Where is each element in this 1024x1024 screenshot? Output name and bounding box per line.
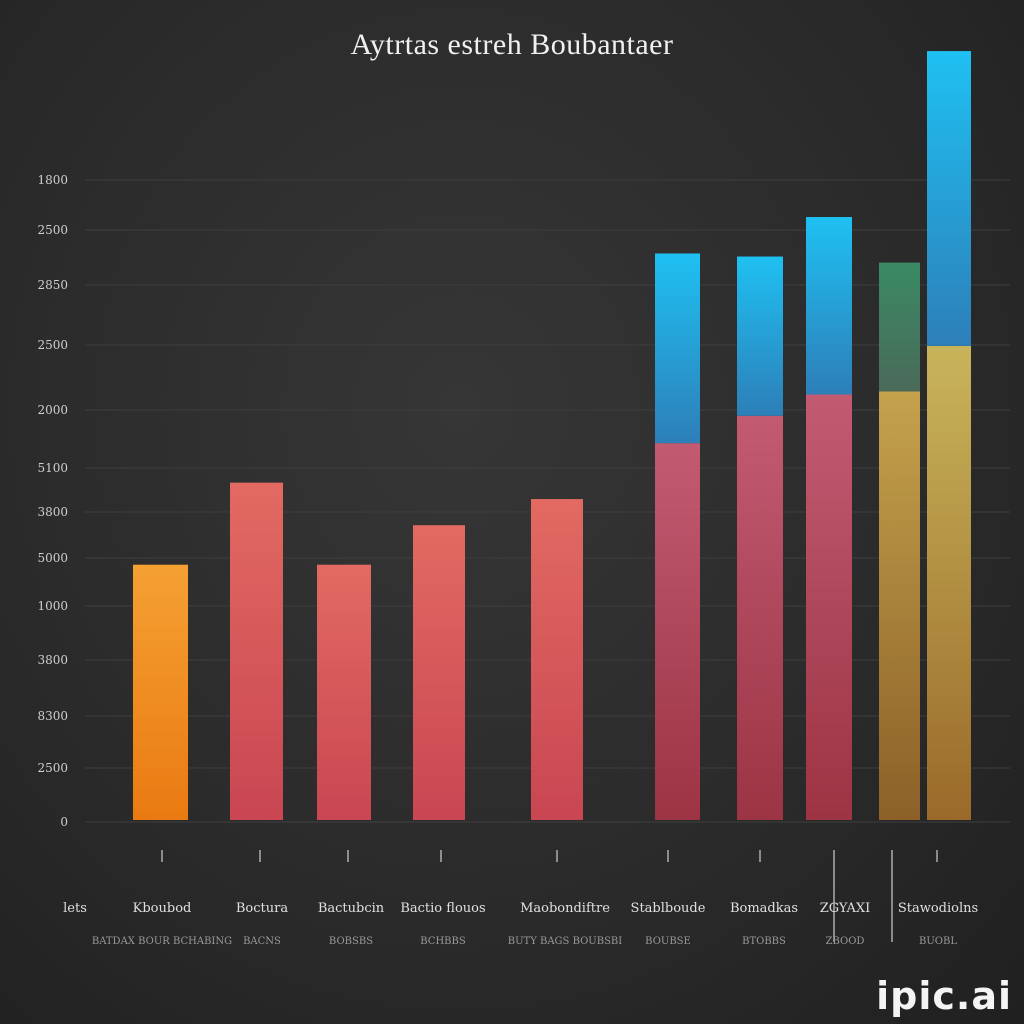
chart-title: Aytrtas estreh Boubantaer xyxy=(350,28,674,61)
y-tick-label: 2500 xyxy=(37,223,68,237)
y-tick-label: 2500 xyxy=(37,338,68,352)
x-category-sublabel: BATDAX BOUR BCHABING xyxy=(92,936,232,947)
bar-segment-upper xyxy=(655,253,700,444)
bar-segment-lower xyxy=(806,394,852,820)
y-tick-label: 3800 xyxy=(37,653,68,667)
x-category-label: Bactio flouos xyxy=(400,901,485,916)
y-tick-label: 2850 xyxy=(37,278,68,292)
bar-segment-lower xyxy=(317,564,371,820)
y-tick-label: 5100 xyxy=(37,461,68,475)
y-tick-label: 0 xyxy=(60,815,68,829)
x-category-label: Stablboude xyxy=(631,901,706,916)
x-category-labels: lets Kboubod BATDAX BOUR BCHABING Boctura BA… xyxy=(63,901,978,947)
y-tick-labels: 1800 2500 2850 2500 2000 5100 3800 5000 1000 3800… xyxy=(37,173,68,829)
bar-segment-lower xyxy=(133,564,188,820)
x-category-sublabel: BACNS xyxy=(243,936,281,947)
watermark: ipic.ai xyxy=(876,974,1012,1018)
y-tick-label: 1000 xyxy=(37,599,68,613)
bar-segment-lower xyxy=(655,443,700,820)
bar-segment-lower xyxy=(879,391,920,820)
bar-segment-lower xyxy=(413,525,465,820)
x-category-sublabel: BCHBBS xyxy=(420,936,466,947)
bar-segment-upper xyxy=(879,262,920,392)
x-category-label: lets xyxy=(63,901,87,916)
bar-segment-lower xyxy=(230,482,283,820)
bar-segment-upper xyxy=(806,217,852,395)
bar-segment-lower xyxy=(737,415,783,820)
x-tick-marks xyxy=(161,850,938,942)
x-category-label: Maobondiftre xyxy=(520,901,610,916)
x-category-sublabel: BOBSBS xyxy=(329,936,373,947)
y-tick-label: 2500 xyxy=(37,761,68,775)
bar-segment-upper xyxy=(927,51,971,346)
x-category-label: Bomadkas xyxy=(730,901,798,916)
y-tick-label: 3800 xyxy=(37,505,68,519)
bar-segment-lower xyxy=(927,345,971,820)
x-category-label: Boctura xyxy=(236,901,288,916)
x-category-label: Kboubod xyxy=(133,901,192,916)
x-category-label: ZGYAXI xyxy=(820,901,871,916)
x-category-label: Bactubcin xyxy=(318,901,385,916)
x-category-sublabel: BOUBSE xyxy=(645,936,691,947)
x-category-sublabel: BUOBL xyxy=(919,936,957,947)
bars xyxy=(133,51,971,820)
y-tick-label: 1800 xyxy=(37,173,68,187)
y-tick-label: 8300 xyxy=(37,709,68,723)
x-category-label: Stawodiolns xyxy=(898,901,978,916)
bar-segment-lower xyxy=(531,499,583,820)
bar-segment-upper xyxy=(737,256,783,416)
y-tick-label: 5000 xyxy=(37,551,68,565)
y-tick-label: 2000 xyxy=(37,403,68,417)
x-category-sublabel: BUTY BAGS BOUBSBI xyxy=(508,936,623,947)
x-category-sublabel: BTOBBS xyxy=(742,936,786,947)
x-category-sublabel: ZBOOD xyxy=(826,936,865,947)
